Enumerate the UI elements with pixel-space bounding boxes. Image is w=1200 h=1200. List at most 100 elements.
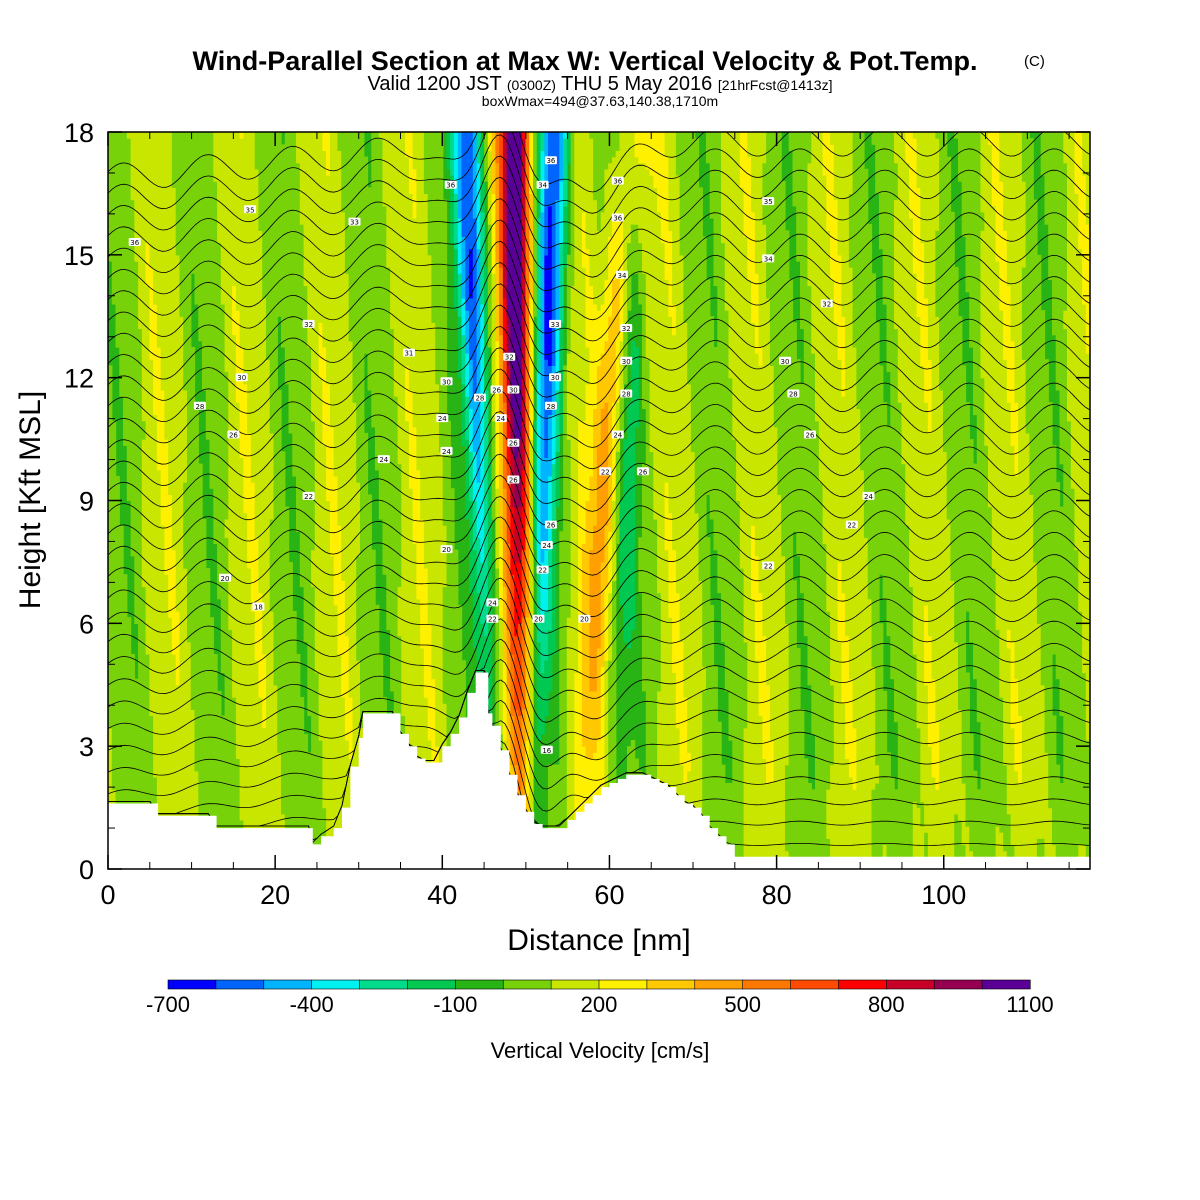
- contour-label-bg: [193, 401, 206, 410]
- velocity-cell: [311, 549, 316, 588]
- contour-label-bg: [611, 213, 624, 222]
- theta-contour-label: 36: [544, 156, 557, 165]
- velocity-cell: [284, 132, 290, 385]
- velocity-cell: [510, 132, 515, 409]
- contour-label-text: 26: [509, 477, 518, 485]
- velocity-cell: [762, 635, 767, 759]
- velocity-cell: [491, 193, 496, 274]
- velocity-cell: [792, 132, 797, 207]
- velocity-cell: [612, 580, 617, 869]
- velocity-cell: [604, 660, 609, 869]
- velocity-cell: [1074, 193, 1079, 551]
- colorbar-swatch: [167, 979, 217, 990]
- velocity-cell: [845, 635, 850, 759]
- velocity-cell: [660, 242, 666, 869]
- velocity-cell: [141, 132, 147, 422]
- x-tick-label: 80: [762, 880, 792, 910]
- velocity-cell: [736, 500, 741, 869]
- velocity-cell: [830, 132, 835, 145]
- subtitle-box: boxWmax=494@37.63,140.38,1710m: [482, 93, 718, 109]
- velocity-cell: [390, 132, 395, 330]
- velocity-cell: [461, 297, 466, 336]
- velocity-cell: [894, 162, 899, 201]
- velocity-cell: [130, 654, 135, 869]
- velocity-cell: [713, 347, 718, 551]
- velocity-cell: [871, 273, 876, 667]
- velocity-cell: [431, 322, 436, 680]
- theta-contour-line: [108, 597, 1090, 701]
- velocity-cell: [288, 561, 293, 869]
- velocity-cell: [273, 684, 278, 869]
- theta-contour-label: 30: [235, 373, 248, 382]
- velocity-cell: [739, 132, 745, 188]
- theta-contour-label: 35: [762, 197, 775, 206]
- theta-contour-line: [108, 432, 1090, 534]
- velocity-cell: [548, 132, 553, 207]
- velocity-cell: [811, 132, 816, 354]
- velocity-cell: [833, 322, 839, 869]
- velocity-cell: [630, 340, 636, 631]
- velocity-cell: [1003, 359, 1008, 766]
- velocity-cell: [247, 568, 252, 869]
- velocity-cell: [149, 715, 154, 869]
- velocity-cell: [672, 549, 677, 673]
- velocity-cell: [1044, 359, 1049, 753]
- velocity-cell: [890, 776, 895, 869]
- theta-contour-label: 20: [532, 614, 545, 624]
- velocity-cell: [171, 549, 177, 655]
- contour-label-text: 22: [764, 563, 773, 571]
- velocity-cell: [559, 322, 564, 434]
- theta-contour-line: [108, 134, 1090, 236]
- velocity-cell: [724, 783, 730, 869]
- theta-contour-label: 26: [227, 430, 240, 440]
- velocity-cell: [284, 506, 290, 864]
- velocity-cell: [1006, 402, 1012, 630]
- velocity-cell: [442, 199, 448, 526]
- velocity-cell: [299, 224, 305, 588]
- velocity-cell: [510, 506, 515, 575]
- velocity-cell: [958, 132, 963, 182]
- velocity-cell: [187, 641, 192, 869]
- velocity-cell: [1040, 684, 1046, 839]
- theta-contour-line: [108, 198, 1090, 299]
- velocity-cell: [348, 697, 354, 759]
- velocity-cell: [405, 132, 410, 158]
- velocity-cell: [217, 132, 222, 244]
- y-tick-label: 0: [79, 855, 94, 885]
- velocity-cell: [307, 752, 312, 869]
- velocity-cell: [1010, 132, 1015, 342]
- velocity-cell: [1040, 310, 1046, 686]
- velocity-cell: [179, 316, 184, 869]
- velocity-cell: [491, 420, 496, 520]
- velocity-cell: [111, 420, 117, 790]
- velocity-cell: [168, 494, 173, 618]
- velocity-cell: [800, 383, 805, 594]
- velocity-cell: [980, 132, 985, 213]
- velocity-cell: [243, 512, 248, 869]
- contour-label-bg: [620, 389, 633, 398]
- velocity-cell: [224, 371, 229, 520]
- velocity-cell: [709, 132, 715, 219]
- velocity-cell: [502, 402, 508, 489]
- y-tick-label: 6: [79, 609, 94, 639]
- velocity-cell: [563, 205, 568, 268]
- velocity-cell: [604, 340, 609, 403]
- velocity-cell: [412, 426, 417, 545]
- velocity-cell: [469, 297, 474, 360]
- contour-label-text: 34: [538, 182, 547, 190]
- velocity-cell: [758, 715, 763, 869]
- velocity-cell: [608, 132, 613, 164]
- velocity-cell: [412, 132, 417, 170]
- theta-contour-line: [108, 577, 1090, 679]
- velocity-cell: [585, 248, 590, 348]
- velocity-cell: [754, 660, 760, 869]
- velocity-cell: [465, 132, 470, 311]
- velocity-cell: [179, 132, 184, 317]
- theta-contour-line: [108, 176, 1090, 278]
- colorbar-swatch: [886, 979, 935, 990]
- velocity-cell: [126, 132, 132, 139]
- velocity-cell: [675, 592, 681, 729]
- contour-label-bg: [862, 491, 875, 500]
- velocity-cell: [326, 383, 331, 502]
- velocity-cell: [536, 218, 542, 373]
